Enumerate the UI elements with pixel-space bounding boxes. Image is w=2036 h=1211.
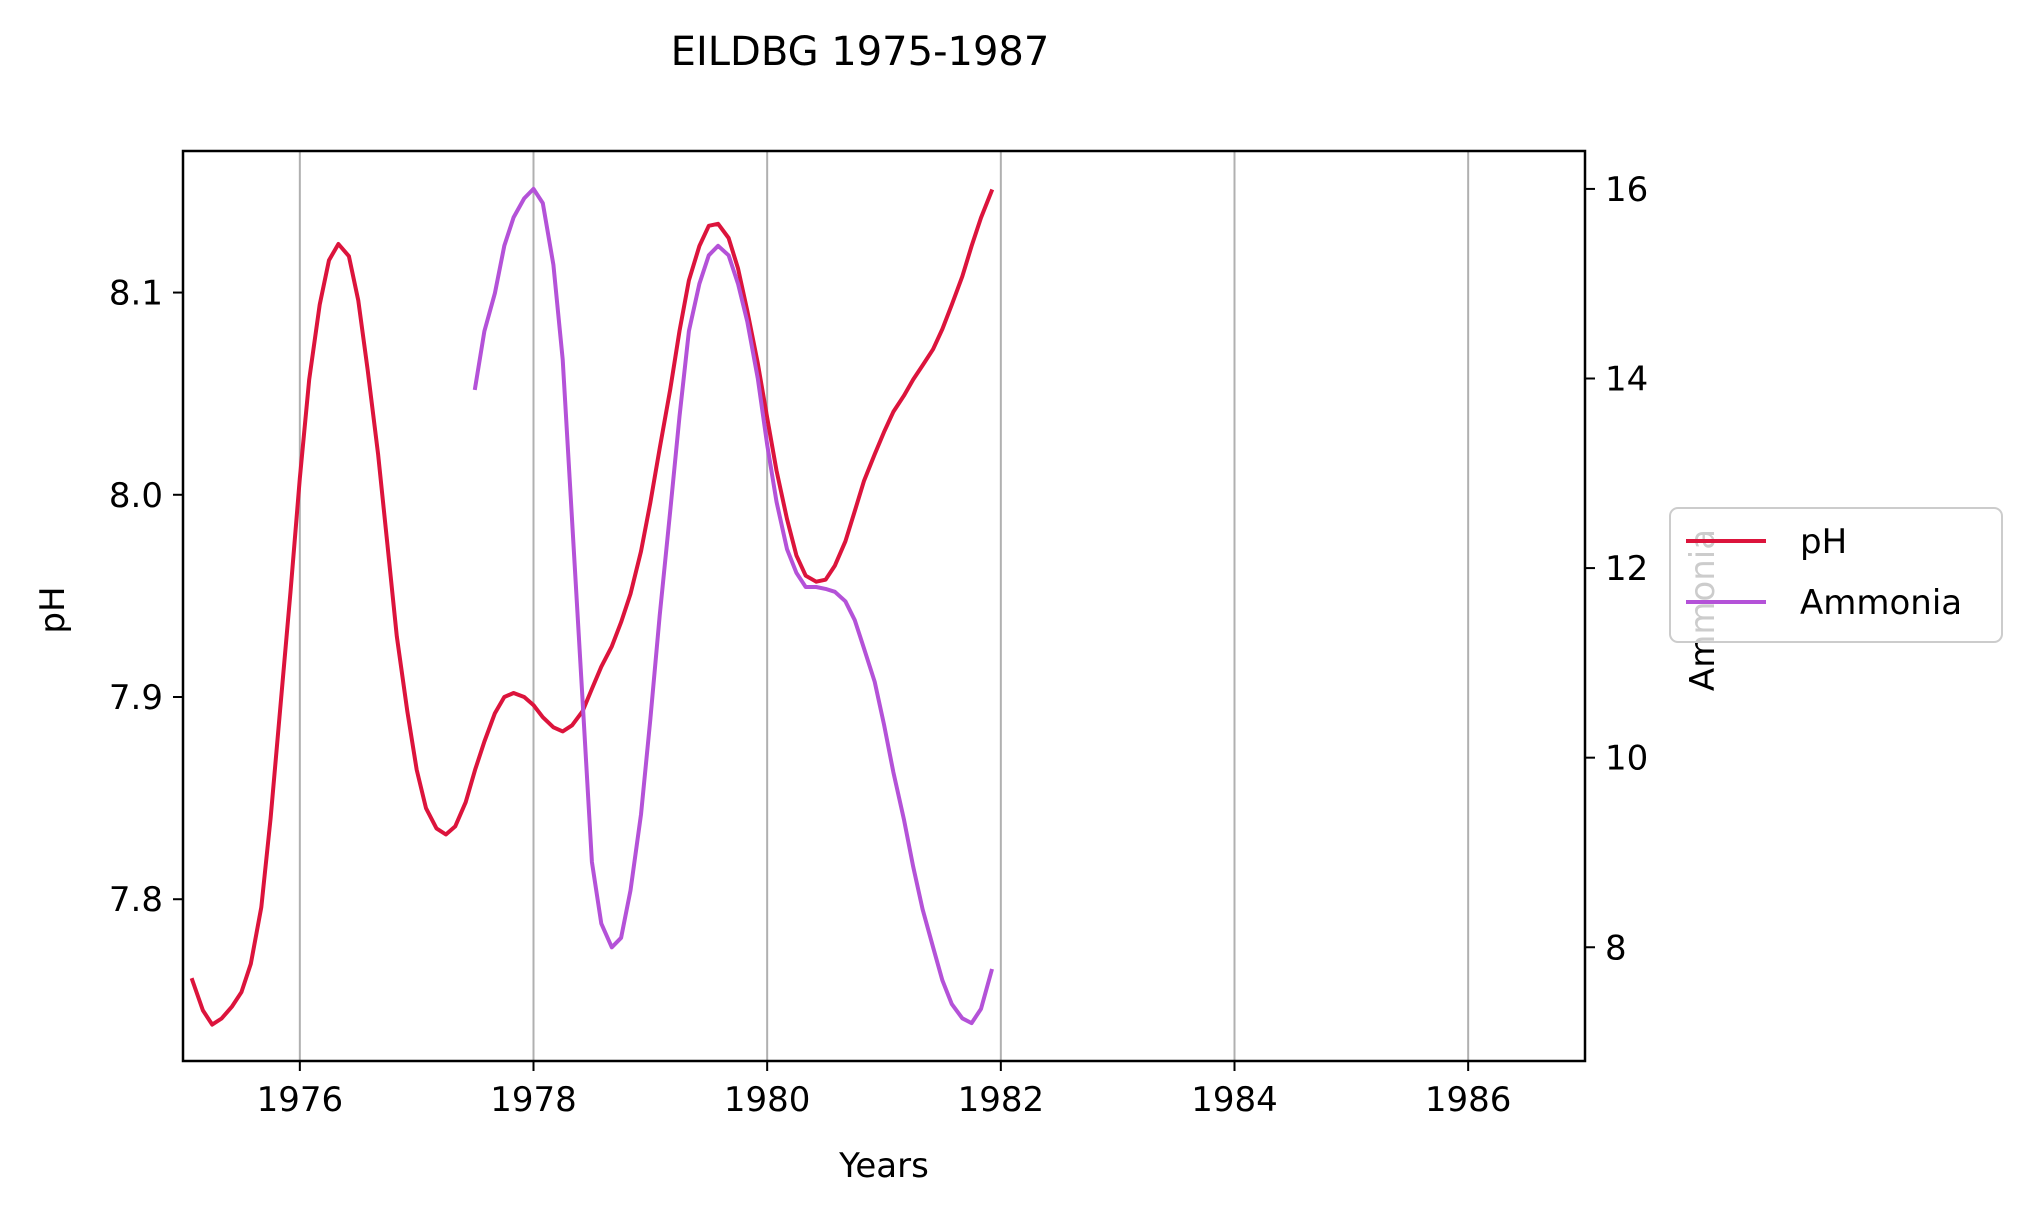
y-right-tick-label: 14: [1605, 360, 1648, 400]
chart-title: EILDBG 1975-1987: [671, 29, 1050, 75]
plot-frame: [181, 149, 1587, 1063]
y-axis-left-label: pH: [33, 586, 73, 633]
series-line-ph: [189, 188, 995, 1027]
legend: pH Ammonia: [1669, 507, 2003, 643]
y-axis-left: 7.8 7.9 8.0 8.1: [109, 274, 183, 920]
x-tick-label: 1978: [490, 1080, 577, 1120]
plot-area: [189, 186, 995, 1027]
y-left-tick-label: 8.1: [109, 274, 163, 314]
y-right-tick-label: 10: [1605, 739, 1648, 779]
y-right-tick-label: 8: [1605, 928, 1627, 968]
y-right-tick-label: 16: [1605, 170, 1648, 210]
y-left-tick-label: 7.9: [109, 678, 163, 718]
y-axis-right: 8 10 12 14 16: [1585, 170, 1648, 968]
y-right-tick-label: 12: [1605, 549, 1648, 589]
x-tick-label: 1984: [1191, 1080, 1278, 1120]
y-left-tick-label: 8.0: [109, 476, 163, 516]
x-axis-label: Years: [838, 1146, 929, 1186]
legend-label-ph: pH: [1800, 522, 1847, 562]
grid-lines: [298, 151, 1470, 1061]
x-axis: 1976 1978 1980 1982 1984 1986: [257, 1061, 1512, 1120]
x-tick-label: 1976: [257, 1080, 344, 1120]
x-tick-label: 1986: [1425, 1080, 1512, 1120]
y-left-tick-label: 7.8: [109, 880, 163, 920]
x-tick-label: 1982: [958, 1080, 1045, 1120]
series-line-ammonia: [472, 186, 994, 1026]
x-tick-label: 1980: [724, 1080, 811, 1120]
legend-label-ammonia: Ammonia: [1800, 583, 1962, 623]
